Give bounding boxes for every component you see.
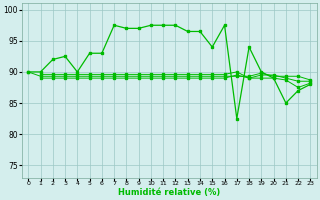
X-axis label: Humidité relative (%): Humidité relative (%) bbox=[118, 188, 220, 197]
